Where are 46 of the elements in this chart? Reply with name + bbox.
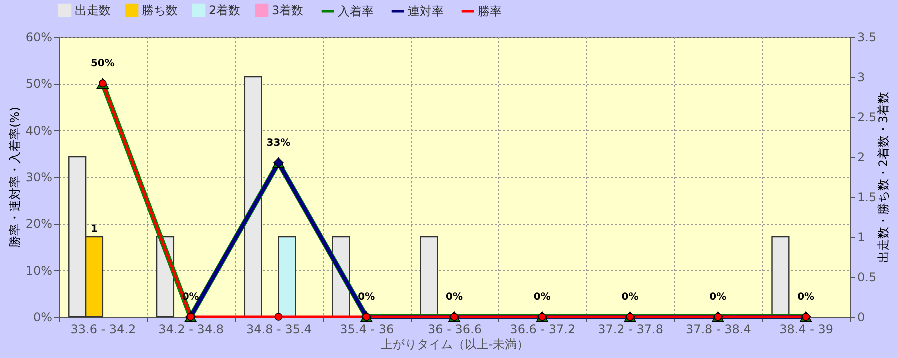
x-tick-label: 36 - 36.6 [428, 322, 482, 336]
legend-label: 勝ち数 [142, 3, 178, 18]
bar [278, 236, 296, 318]
y2-axis-title: 出走数・勝ち数・2着数・3着数 [876, 92, 891, 264]
y2-tick-label: 1 [858, 230, 866, 244]
data-label: 1 [91, 224, 98, 235]
y2-tick-label: 3.5 [858, 30, 877, 44]
legend-label: 入着率 [338, 4, 374, 18]
legend-label: 勝率 [478, 4, 502, 18]
x-tick-label: 34.2 - 34.8 [158, 322, 224, 336]
y-tick-label: 20% [26, 217, 52, 232]
x-tick-label: 37.2 - 37.8 [598, 322, 664, 336]
y-axis-title: 勝率・連対率・入着率(%) [8, 107, 22, 248]
legend-label: 3着数 [272, 3, 304, 18]
y2-tick-label: 0 [858, 310, 866, 324]
x-tick-label: 38.4 - 39 [780, 322, 834, 336]
x-tick-label: 37.8 - 38.4 [686, 322, 752, 336]
data-label: 0% [798, 292, 815, 303]
y-tick-label: 40% [26, 124, 52, 138]
data-label: 0% [534, 292, 551, 303]
data-label: 33% [266, 138, 291, 149]
y-tick-label: 30% [26, 170, 52, 184]
x-tick-label: 33.6 - 34.2 [70, 322, 136, 336]
data-label: 0% [446, 292, 463, 303]
y-tick-label: 60% [26, 30, 52, 44]
y-tick-label: 0% [33, 310, 52, 324]
legend-label: 出走数 [75, 3, 111, 18]
y-tick-label: 10% [26, 264, 52, 278]
data-label: 0% [710, 292, 727, 303]
y2-tick-label: 2 [858, 150, 866, 164]
data-label: 0% [358, 292, 376, 303]
y2-tick-label: 0.5 [858, 270, 877, 284]
legend-label: 2着数 [209, 3, 241, 18]
y2-tick-label: 1.5 [858, 190, 877, 204]
data-label: 50% [90, 58, 115, 70]
y2-tick-label: 3 [858, 70, 866, 84]
x-axis-title: 上がりタイム（以上-未満） [380, 338, 530, 352]
legend-label: 連対率 [408, 4, 444, 18]
y2-tick-label: 2.5 [858, 110, 877, 124]
x-tick-label: 35.4 - 36 [340, 322, 394, 336]
data-label: 0% [622, 292, 639, 303]
x-tick-label: 36.6 - 37.2 [510, 322, 576, 336]
bar [244, 76, 262, 318]
y-tick-label: 50% [26, 77, 52, 92]
point [274, 313, 283, 321]
x-tick-label: 34.8 - 35.4 [246, 322, 312, 336]
